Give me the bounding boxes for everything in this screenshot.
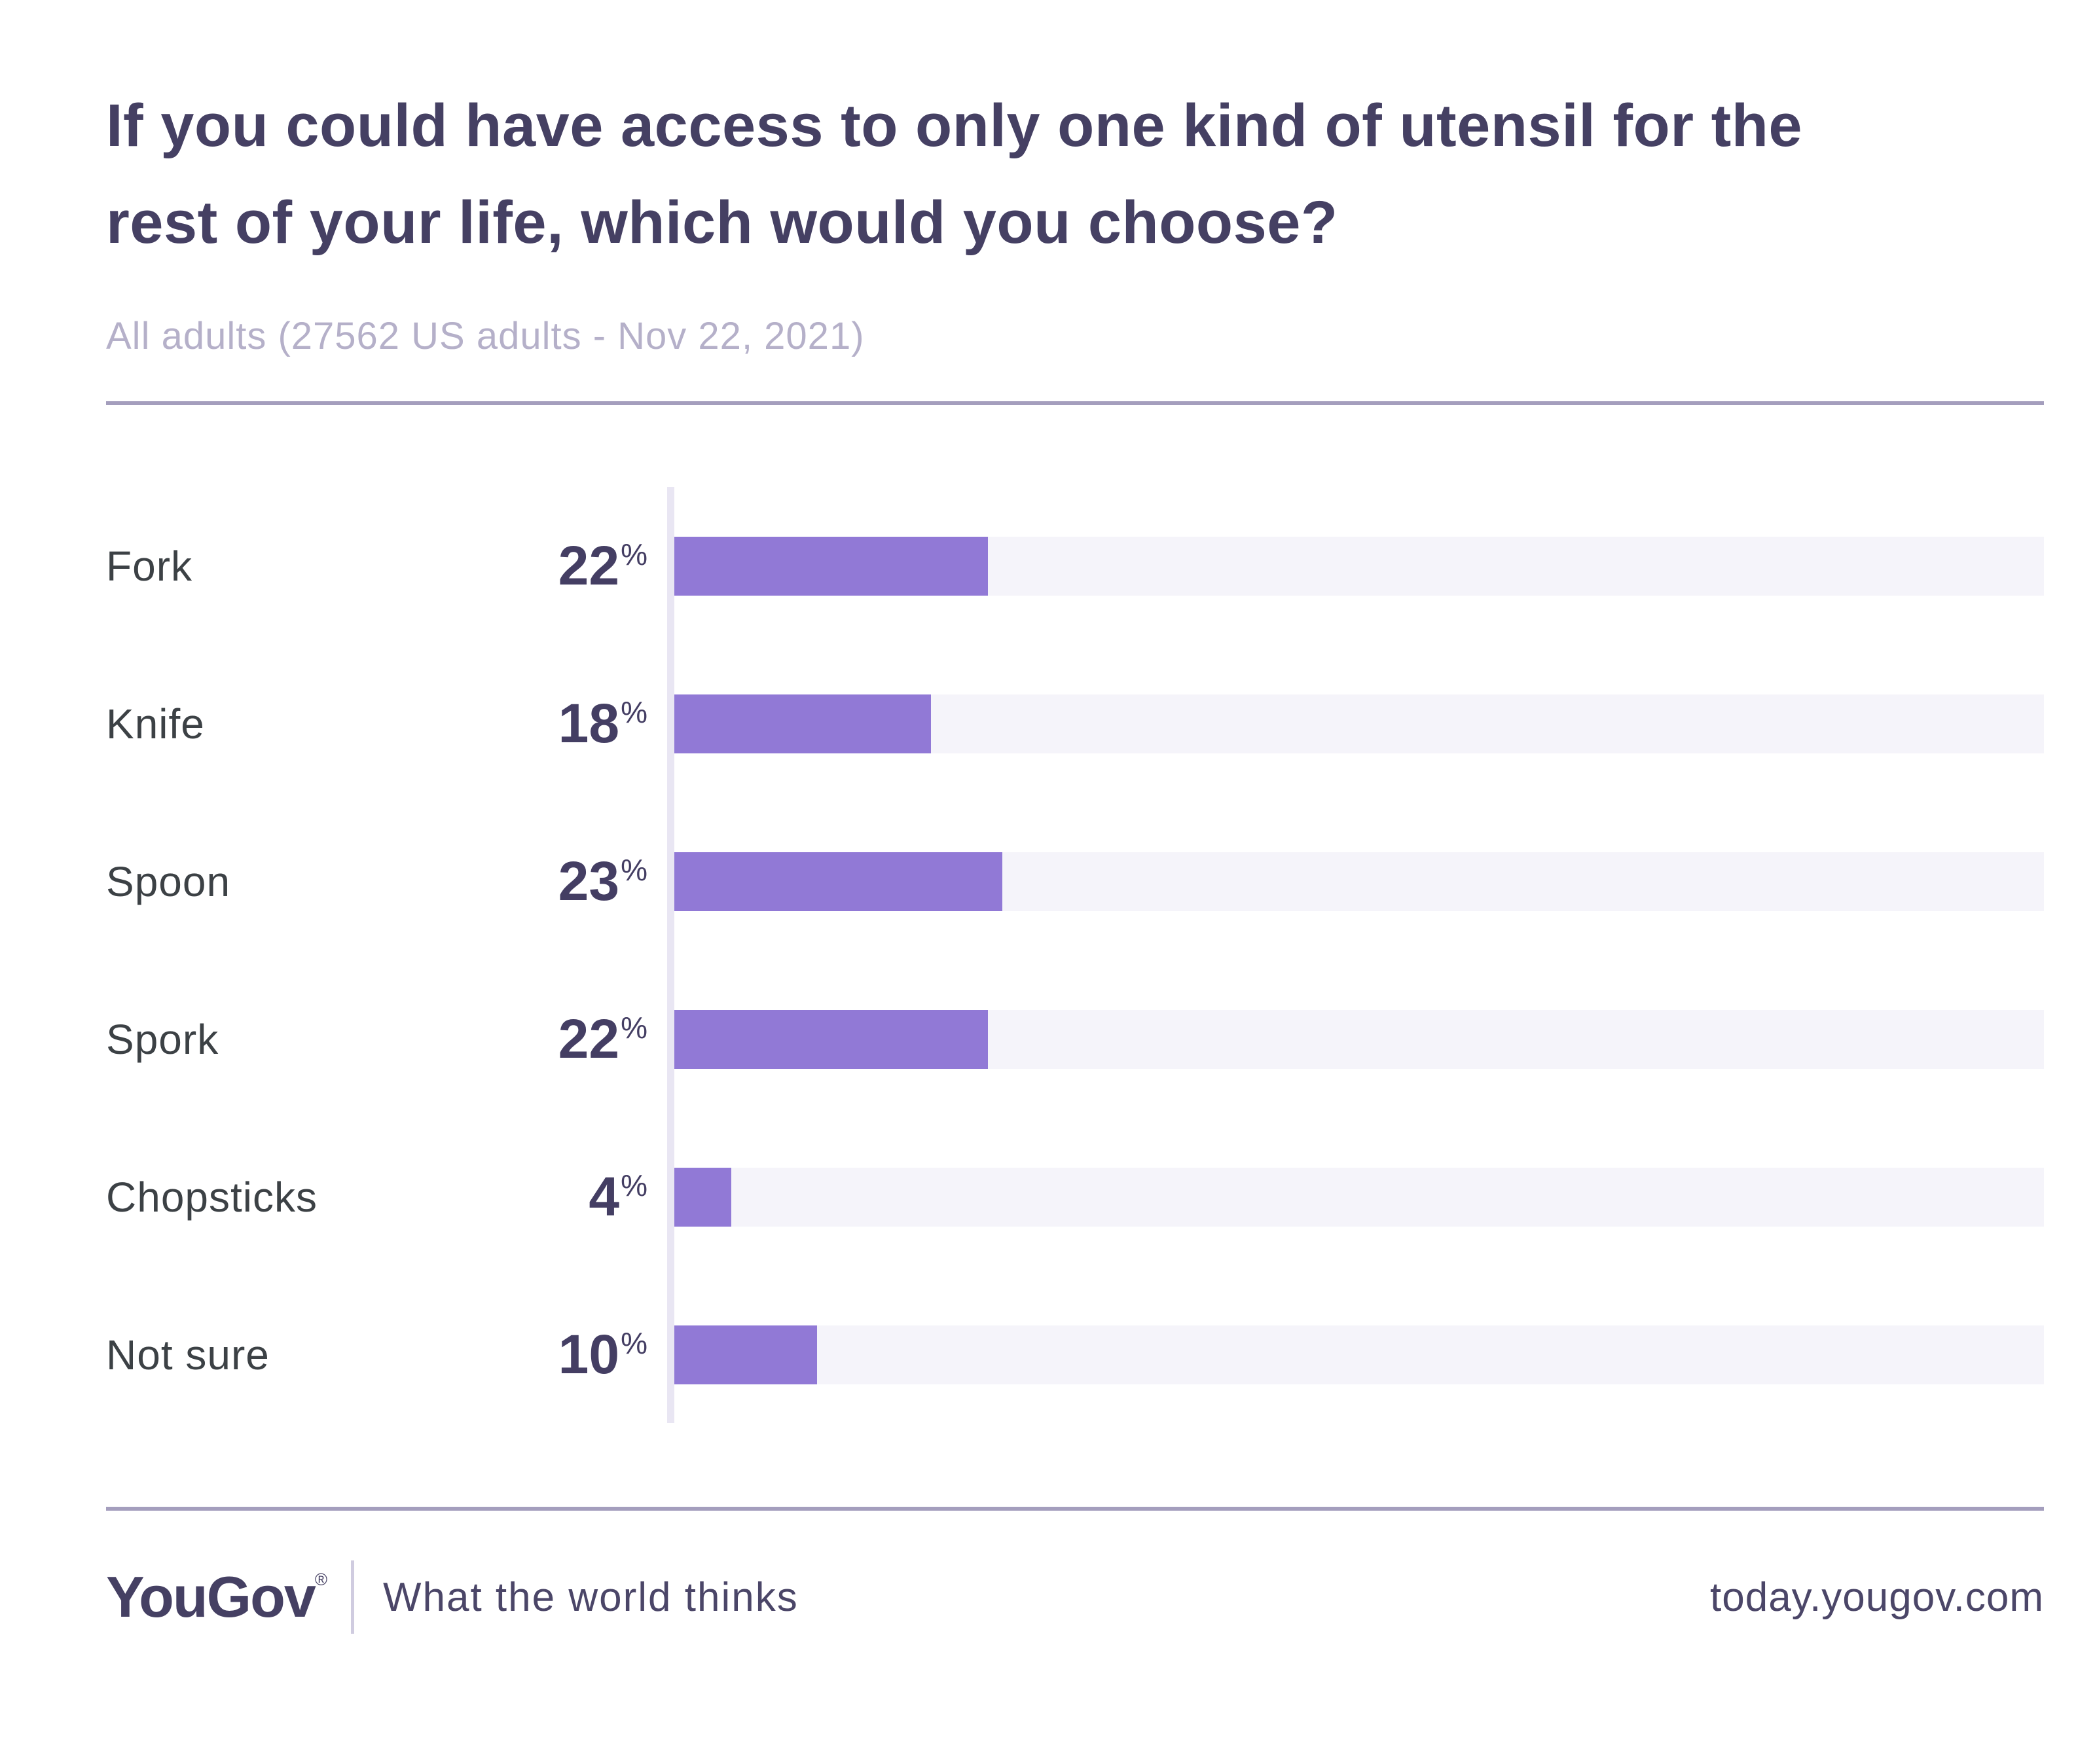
bar-fill: [674, 694, 932, 753]
chart-title-line2: rest of your life, which would you choos…: [106, 189, 1338, 256]
chart-subtitle: All adults (27562 US adults - Nov 22, 20…: [106, 315, 865, 357]
category-label: Spoon: [106, 857, 231, 905]
bar-track: [674, 852, 2044, 911]
chart-row: Knife 18%: [106, 645, 2044, 802]
y-axis-line: [667, 487, 674, 1423]
value-label: 4%: [446, 1165, 667, 1229]
value-number: 4: [589, 1166, 620, 1227]
category-label: Fork: [106, 542, 192, 590]
bar-track: [674, 1325, 2044, 1384]
category-label: Knife: [106, 700, 205, 747]
value-number: 23: [558, 850, 620, 912]
value-label: 23%: [446, 850, 667, 913]
percent-sign: %: [621, 1326, 647, 1360]
bar-track: [674, 536, 2044, 596]
value-label: 18%: [446, 692, 667, 755]
bar-fill: [674, 1009, 989, 1069]
bar-fill: [674, 1167, 732, 1227]
category-label: Chopsticks: [106, 1173, 318, 1221]
value-label: 22%: [446, 1007, 667, 1071]
bar-fill: [674, 1325, 817, 1384]
registered-trademark-icon: ®: [314, 1570, 327, 1589]
percent-sign: %: [621, 1011, 647, 1045]
chart-row: Spork 22%: [106, 960, 2044, 1118]
footer-tagline: What the world thinks: [383, 1574, 799, 1620]
chart-row: Fork 22%: [106, 487, 2044, 645]
category-label: Not sure: [106, 1331, 270, 1378]
value-number: 22: [558, 1008, 620, 1070]
value-number: 22: [558, 535, 620, 596]
chart-row: Spoon 23%: [106, 802, 2044, 960]
percent-sign: %: [621, 853, 647, 887]
footer: YouGov® What the world thinks today.youg…: [106, 1560, 2044, 1634]
page: If you could have access to only one kin…: [106, 0, 2044, 1764]
chart-row: Chopsticks 4%: [106, 1118, 2044, 1276]
bar-fill: [674, 536, 989, 596]
bar-track: [674, 1167, 2044, 1227]
percent-sign: %: [621, 1168, 647, 1202]
bottom-divider: [106, 1507, 2044, 1511]
chart-title: If you could have access to only one kin…: [106, 77, 2044, 271]
bar-track: [674, 1009, 2044, 1069]
bar-fill: [674, 852, 1003, 911]
footer-url: today.yougov.com: [1710, 1574, 2044, 1620]
chart-row: Not sure 10%: [106, 1276, 2044, 1433]
category-label: Spork: [106, 1015, 219, 1063]
chart-title-line1: If you could have access to only one kin…: [106, 92, 1803, 159]
bar-chart: Fork 22% Knife 18% Spoon 23% Spork 22% Chopstick…: [106, 487, 2044, 1433]
yougov-logo: YouGov®: [106, 1564, 327, 1630]
value-number: 10: [558, 1323, 620, 1385]
top-divider: [106, 401, 2044, 405]
yougov-logo-text: YouGov: [106, 1564, 316, 1629]
value-number: 18: [558, 693, 620, 754]
value-label: 22%: [446, 534, 667, 598]
percent-sign: %: [621, 695, 647, 729]
bar-track: [674, 694, 2044, 753]
value-label: 10%: [446, 1323, 667, 1386]
footer-divider: [351, 1560, 354, 1634]
percent-sign: %: [621, 537, 647, 571]
